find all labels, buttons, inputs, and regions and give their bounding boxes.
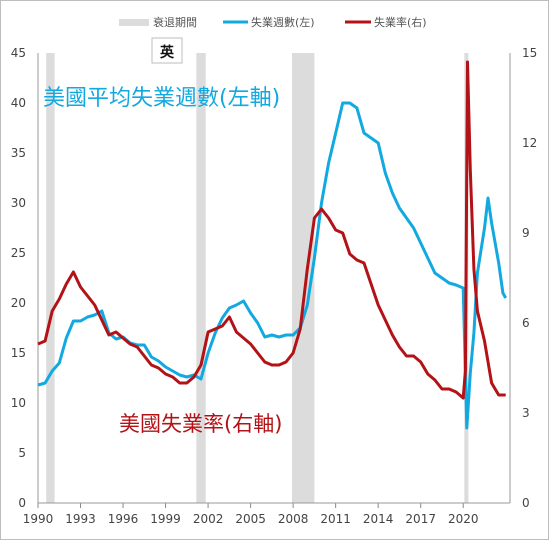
left-tick-label: 30 [11, 196, 26, 210]
legend: 衰退期間 失業週數(左) 失業率(右) [119, 15, 427, 29]
x-tick-label: 2005 [235, 512, 266, 526]
x-tick-label: 2002 [193, 512, 224, 526]
left-tick-label: 15 [11, 346, 26, 360]
left-tick-label: 40 [11, 96, 26, 110]
left-tick-label: 5 [18, 446, 26, 460]
right-tick-label: 6 [522, 316, 530, 330]
legend-rate-label: 失業率(右) [374, 15, 427, 29]
right-tick-label: 15 [522, 46, 537, 60]
x-tick-label: 2020 [448, 512, 479, 526]
legend-recession-swatch [119, 19, 149, 26]
language-badge[interactable]: 英 [151, 37, 183, 64]
left-axis: 0 5 10 15 20 25 30 35 40 45 [11, 46, 26, 510]
left-tick-label: 45 [11, 46, 26, 60]
x-axis: 1990 1993 1996 1999 2002 2005 2008 2011 2014 2017… [23, 503, 479, 526]
left-tick-label: 0 [18, 496, 26, 510]
left-tick-label: 10 [11, 396, 26, 410]
series-lines [37, 60, 508, 430]
x-tick-label: 2008 [278, 512, 309, 526]
recession-band-2 [292, 53, 315, 503]
right-tick-label: 9 [522, 226, 530, 240]
recession-band-1 [196, 53, 206, 503]
weeks-annotation: 美國平均失業週數(左軸) [43, 86, 280, 111]
left-tick-label: 35 [11, 146, 26, 160]
rate-series-line [37, 60, 506, 400]
x-tick-label: 2014 [363, 512, 394, 526]
right-axis: 0 3 6 9 12 15 [522, 46, 537, 510]
legend-recession-label: 衰退期間 [153, 15, 197, 29]
legend-weeks-label: 失業週數(左) [251, 16, 315, 29]
x-tick-label: 1993 [65, 512, 96, 526]
recession-band-0 [46, 53, 55, 503]
right-tick-label: 3 [522, 406, 530, 420]
left-tick-label: 20 [11, 296, 26, 310]
language-badge-label[interactable]: 英 [159, 44, 175, 61]
rate-annotation: 美國失業率(右軸) [119, 412, 282, 436]
right-tick-label: 0 [522, 496, 530, 510]
right-tick-label: 12 [522, 136, 537, 150]
x-tick-label: 1999 [150, 512, 181, 526]
x-tick-label: 2011 [320, 512, 351, 526]
x-tick-label: 1996 [108, 512, 139, 526]
left-tick-label: 25 [11, 246, 26, 260]
plot-area [37, 53, 511, 504]
x-tick-label: 2017 [405, 512, 436, 526]
x-tick-label: 1990 [23, 512, 54, 526]
